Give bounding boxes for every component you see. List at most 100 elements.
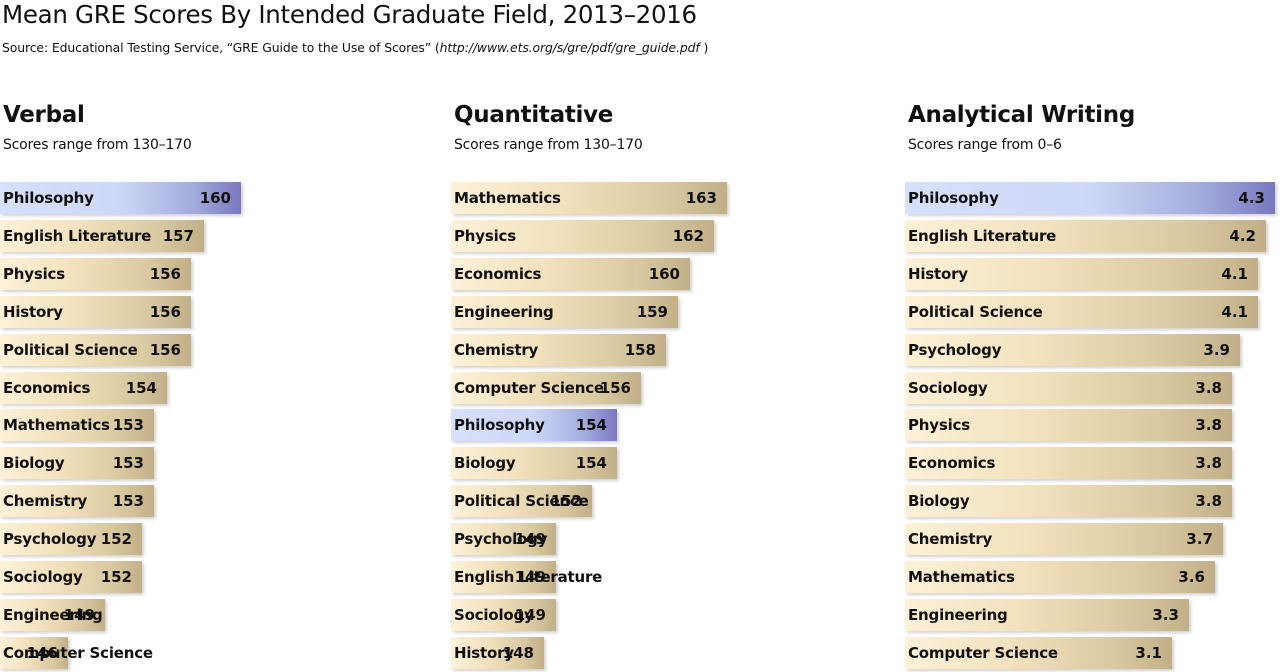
bar-value: 159 [636,302,668,321]
analytical-writing-panel: Analytical Writing Scores range from 0–6… [905,100,1277,670]
verbal-panel-title: Verbal [3,102,85,128]
bar-engineering: Engineering 159 [451,295,678,328]
bar-history: History 148 [451,636,544,669]
bar-value: 149 [514,530,546,549]
bar-label: Mathematics [908,568,1015,586]
bar-label: Political Science [908,302,1043,321]
bar-value: 152 [550,492,582,511]
bar-mathematics: Mathematics 163 [451,182,727,214]
bar-philosophy: Philosophy 160 [0,182,241,214]
bar-value: 146 [26,643,58,662]
bar-chemistry: Chemistry 3.7 [905,523,1223,556]
bar-economics: Economics 3.8 [905,447,1232,480]
bar-value: 158 [624,340,656,359]
bar-value: 149 [514,568,546,586]
bar-political-science: Political Science 4.1 [905,295,1258,328]
bar-biology: Biology 3.8 [905,485,1232,518]
bar-value: 3.6 [1178,568,1205,586]
bar-computer-science: Computer Science 3.1 [905,636,1172,669]
bar-label: Sociology [3,568,83,586]
bar-value: 3.8 [1195,454,1222,473]
bar-value: 156 [149,340,181,359]
bar-label: Chemistry [908,530,993,549]
bar-label: Philosophy [3,189,94,207]
bar-political-science: Political Science 152 [451,485,592,518]
bar-value: 162 [672,226,704,245]
bar-value: 149 [514,605,546,624]
bar-label: Physics [454,226,516,245]
bar-philosophy: Philosophy 154 [451,409,617,442]
bar-history: History 156 [0,295,191,328]
bar-value: 160 [648,264,680,283]
bar-mathematics: Mathematics 3.6 [905,561,1215,593]
bar-biology: Biology 154 [451,447,617,480]
bar-value: 160 [199,189,231,207]
bar-label: Mathematics [3,416,110,435]
bar-value: 163 [685,189,717,207]
bar-psychology: Psychology 3.9 [905,333,1240,366]
bar-value: 3.8 [1195,492,1222,511]
source-note: Source: Educational Testing Service, “GR… [2,40,708,55]
verbal-bars: Philosophy 160 English Literature 157 Physic… [0,182,380,672]
bar-value: 148 [502,643,534,662]
bar-label: Chemistry [3,492,88,511]
bar-value: 156 [149,264,181,283]
bar-value: 4.1 [1221,264,1248,283]
bar-label: English Literature [3,226,152,245]
bar-label: Biology [454,454,516,473]
bar-value: 4.3 [1238,189,1265,207]
bar-label: Economics [454,264,542,283]
chart-title: Mean GRE Scores By Intended Graduate Fie… [2,0,697,29]
bar-mathematics: Mathematics 153 [0,409,154,442]
bar-label: Sociology [908,378,988,397]
bar-label: Economics [3,378,91,397]
bar-history: History 4.1 [905,257,1258,290]
bar-value: 154 [575,454,607,473]
bar-label: Political Science [454,492,589,511]
bar-economics: Economics 160 [451,257,690,290]
verbal-panel-subtitle: Scores range from 130–170 [3,137,192,153]
bar-engineering: Engineering 3.3 [905,598,1189,631]
bar-chemistry: Chemistry 153 [0,485,154,518]
bar-value: 149 [63,605,95,624]
verbal-panel: Verbal Scores range from 130–170 Philoso… [0,100,372,670]
bar-value: 3.8 [1195,416,1222,435]
source-suffix: ) [699,40,709,55]
bar-value: 152 [100,530,132,549]
bar-english-literature: English Literature 149 [451,561,602,593]
bar-label: Physics [908,416,970,435]
bar-physics: Physics 3.8 [905,409,1232,442]
bar-english-literature: English Literature 157 [0,219,204,252]
source-url[interactable]: http://www.ets.org/s/gre/pdf/gre_guide.p… [439,40,700,55]
bar-value: 154 [575,416,607,435]
bar-label: Computer Science [3,643,153,662]
bar-label: English Literature [908,226,1057,245]
bar-value: 4.2 [1229,226,1256,245]
bar-sociology: Sociology 149 [451,598,556,631]
source-prefix: Source: Educational Testing Service, “GR… [2,40,440,55]
bar-value: 157 [162,226,194,245]
bar-sociology: Sociology 3.8 [905,371,1232,404]
bar-label: Engineering [454,302,554,321]
bar-value: 3.1 [1135,643,1162,662]
bar-philosophy: Philosophy 4.3 [905,182,1275,214]
bar-english-literature: English Literature 4.2 [905,219,1266,252]
bar-label: Psychology [3,530,97,549]
bar-value: 153 [112,416,144,435]
bar-value: 156 [149,302,181,321]
bar-label: Sociology [454,605,534,624]
bar-value: 3.8 [1195,378,1222,397]
bar-engineering: Engineering 149 [0,598,105,631]
bar-value: 3.9 [1203,340,1230,359]
bar-psychology: Psychology 149 [451,523,556,556]
bar-economics: Economics 154 [0,371,167,404]
bar-label: Philosophy [454,416,545,435]
analytical-writing-panel-subtitle: Scores range from 0–6 [908,137,1062,153]
bar-value: 153 [112,454,144,473]
bar-label: Mathematics [454,189,561,207]
bar-biology: Biology 153 [0,447,154,480]
bar-political-science: Political Science 156 [0,333,191,366]
quantitative-panel: Quantitative Scores range from 130–170 M… [451,100,823,670]
bar-value: 3.7 [1186,530,1213,549]
bar-label: History [3,302,63,321]
